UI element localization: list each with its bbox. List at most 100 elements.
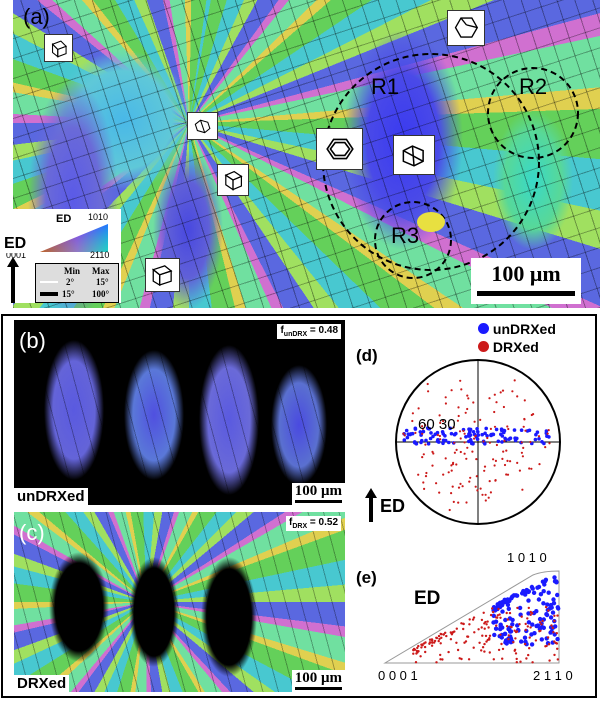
drx-point — [439, 653, 442, 657]
undrx-point — [491, 613, 496, 618]
undrx-point — [526, 598, 531, 603]
drx-point — [430, 638, 434, 641]
drx-point — [426, 382, 429, 386]
drx-point — [457, 501, 460, 504]
undrx-point — [426, 442, 431, 446]
undrx-point — [524, 587, 529, 593]
drx-point — [478, 641, 481, 644]
drx-point — [465, 501, 468, 504]
drx-point — [505, 473, 508, 476]
drx-point — [487, 626, 490, 629]
undrx-point — [515, 623, 520, 628]
undrx-point — [525, 429, 530, 433]
drx-point — [493, 410, 496, 414]
drx-point — [458, 657, 461, 660]
boundary-row1-min: 2° — [66, 277, 75, 287]
undrx-point — [541, 601, 546, 606]
drx-point — [505, 449, 508, 452]
drx-point — [546, 636, 550, 639]
undrx-point — [508, 636, 514, 641]
drx-point — [489, 613, 493, 617]
drx-point — [435, 661, 438, 664]
undrx-point — [485, 434, 489, 438]
drx-point — [460, 622, 463, 625]
undrx-point — [492, 632, 497, 638]
hcp-cell-icon — [393, 135, 435, 175]
drx-point — [529, 610, 532, 614]
drx-point — [414, 661, 418, 664]
undrx-point — [509, 596, 514, 601]
drx-point — [511, 390, 514, 393]
pole-figure-ed-label: ED — [380, 496, 406, 516]
drx-point — [540, 623, 543, 626]
drx-point — [421, 644, 424, 647]
drx-point — [507, 634, 510, 637]
drx-point — [451, 485, 454, 488]
drx-point — [459, 437, 462, 440]
drx-point — [411, 419, 414, 423]
drx-point — [423, 487, 426, 490]
drx-point — [419, 655, 422, 658]
undrx-point — [497, 600, 503, 605]
panel-e-letter: (e) — [356, 568, 377, 587]
drx-point — [455, 641, 458, 644]
pole-figure — [395, 359, 561, 525]
drx-point — [534, 639, 538, 642]
undrx-point — [531, 590, 537, 595]
undrx-point — [484, 426, 488, 431]
scale-bar-b-label: 100 μm — [294, 483, 342, 499]
drx-point — [522, 446, 525, 449]
undrx-point — [402, 438, 407, 442]
undrx-point — [467, 427, 471, 431]
drx-point — [513, 649, 516, 652]
drx-point — [437, 639, 440, 643]
drx-point — [524, 622, 527, 626]
drx-point — [471, 618, 475, 621]
drx-point — [429, 641, 432, 644]
ipf-e-corner-left: 0 0 0 1 — [378, 668, 418, 683]
legend-drx-label: DRXed — [492, 339, 539, 355]
drx-point — [431, 464, 434, 467]
drx-point — [516, 395, 519, 398]
drx-point — [496, 614, 499, 617]
ipf-corner-top: 1010 — [88, 212, 109, 222]
undrx-point — [491, 432, 495, 437]
drx-point — [465, 457, 468, 460]
undrx-point — [555, 636, 560, 642]
drx-point — [481, 646, 485, 649]
drx-point — [452, 426, 455, 429]
grain-boundaries — [14, 320, 345, 505]
drx-point — [547, 643, 551, 646]
inverse-pole-figure — [383, 570, 561, 664]
undrx-point — [529, 584, 535, 590]
drx-point — [515, 661, 518, 664]
drx-point — [521, 488, 524, 491]
drx-point — [528, 467, 531, 470]
boundary-max-header: Max — [92, 266, 110, 276]
ipf-points — [412, 575, 561, 664]
drx-point — [439, 421, 442, 424]
drx-point — [483, 627, 486, 630]
undrx-point — [522, 635, 528, 640]
drx-point — [515, 630, 519, 633]
drx-point — [553, 614, 556, 617]
drx-point — [444, 457, 447, 460]
region-label-r1: R1 — [371, 74, 400, 99]
drx-point — [486, 436, 489, 440]
fraction-drx: fDRX = 0.52 — [286, 516, 341, 531]
drx-point — [515, 657, 518, 661]
drx-point — [483, 650, 486, 653]
undrx-point — [544, 612, 549, 617]
undrx-point — [552, 575, 557, 580]
undrx-point — [521, 591, 526, 596]
drx-point — [556, 614, 559, 617]
drx-point — [508, 611, 512, 615]
drx-point — [458, 430, 462, 433]
drx-point — [556, 647, 559, 650]
panel-b-letter: (b) — [19, 328, 46, 353]
drx-point — [463, 432, 466, 435]
drx-point — [424, 424, 427, 427]
undrx-point — [467, 432, 471, 436]
drx-point — [516, 606, 519, 610]
drx-point — [506, 618, 510, 621]
